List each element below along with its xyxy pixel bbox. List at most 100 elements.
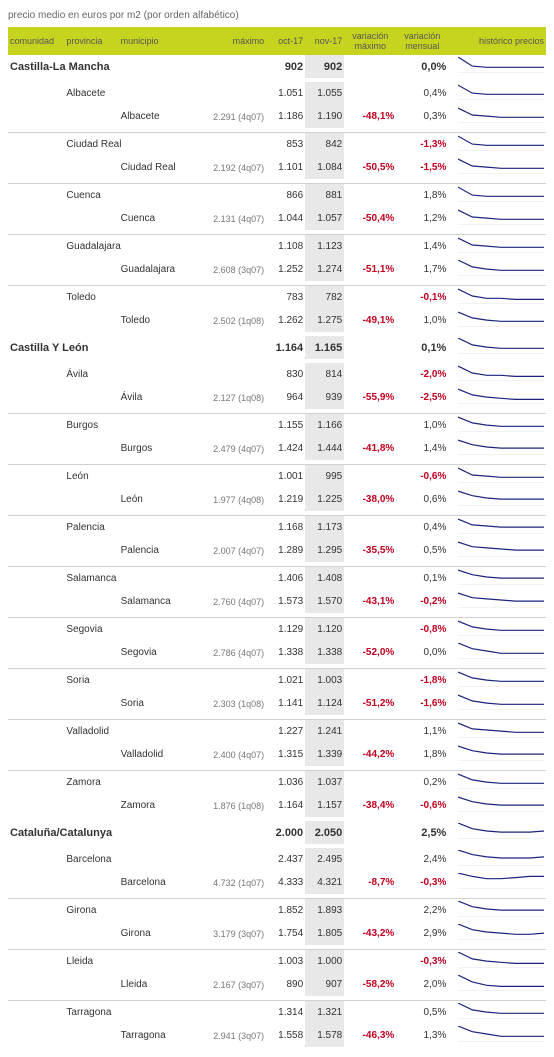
cell-vmax [344, 1001, 396, 1024]
table-row: Lleida1.0031.000-0,3% [8, 950, 546, 973]
cell-nov: 1.893 [305, 899, 344, 922]
cell-vmax [344, 465, 396, 488]
cell-max: 2.760 (4q07) [186, 590, 266, 613]
cell-vmax: -51,2% [344, 692, 396, 715]
cell-provincia: Soria [64, 669, 185, 692]
cell-vmen: 1,4% [396, 437, 448, 460]
table-row: Lleida2.167 (3q07)890907-58,2%2,0% [8, 973, 546, 996]
cell-spark [448, 794, 546, 817]
cell-vmen: 2,0% [396, 973, 448, 996]
cell-spark [448, 821, 546, 844]
cell-max [186, 669, 266, 692]
cell-max [186, 1001, 266, 1024]
th-provincia: provincia [64, 27, 118, 55]
table-row: Guadalajara1.1081.1231,4% [8, 235, 546, 258]
cell-spark [448, 590, 546, 613]
cell-nov: 881 [305, 184, 344, 207]
cell-oct: 1.141 [266, 692, 305, 715]
cell-spark [448, 309, 546, 332]
table-row: Cuenca8668811,8% [8, 184, 546, 207]
cell-nov: 1.570 [305, 590, 344, 613]
table-header: comunidad provincia municipio máximo oct… [8, 27, 546, 55]
cell-max: 2.303 (1q08) [186, 692, 266, 715]
cell-oct: 1.338 [266, 641, 305, 664]
cell-oct: 866 [266, 184, 305, 207]
cell-nov: 2.495 [305, 848, 344, 871]
cell-nov: 907 [305, 973, 344, 996]
cell-spark [448, 922, 546, 945]
cell-spark [448, 55, 546, 78]
cell-vmax: -41,8% [344, 437, 396, 460]
cell-vmax [344, 286, 396, 309]
cell-municipio: Girona [119, 922, 186, 945]
cell-nov: 939 [305, 386, 344, 409]
cell-vmen: 0,1% [396, 567, 448, 590]
cell-max [186, 465, 266, 488]
cell-max [186, 720, 266, 743]
cell-provincia: Toledo [64, 286, 185, 309]
table-row: León1.001995-0,6% [8, 465, 546, 488]
cell-oct: 1.754 [266, 922, 305, 945]
cell-spark [448, 105, 546, 128]
cell-vmax [344, 184, 396, 207]
cell-nov: 1.274 [305, 258, 344, 281]
cell-max [186, 133, 266, 156]
cell-spark [448, 618, 546, 641]
cell-vmax [344, 669, 396, 692]
th-municipio: municipio [119, 27, 186, 55]
cell-oct: 1.852 [266, 899, 305, 922]
cell-nov: 1.225 [305, 488, 344, 511]
cell-oct: 4.333 [266, 871, 305, 894]
cell-spark [448, 899, 546, 922]
th-hist: histórico precios [448, 27, 546, 55]
th-maximo: máximo [186, 27, 266, 55]
table-row: Girona3.179 (3q07)1.7541.805-43,2%2,9% [8, 922, 546, 945]
cell-municipio: Lleida [119, 973, 186, 996]
cell-vmax [344, 771, 396, 794]
table-row: Soria2.303 (1q08)1.1411.124-51,2%-1,6% [8, 692, 546, 715]
cell-vmen: -1,8% [396, 669, 448, 692]
cell-oct: 783 [266, 286, 305, 309]
th-nov: nov-17 [305, 27, 344, 55]
cell-oct: 1.289 [266, 539, 305, 562]
cell-vmax [344, 336, 396, 359]
cell-nov: 1.321 [305, 1001, 344, 1024]
cell-oct: 1.424 [266, 437, 305, 460]
cell-vmen: -2,0% [396, 363, 448, 386]
table-row: Guadalajara2.608 (3q07)1.2521.274-51,1%1… [8, 258, 546, 281]
cell-vmax [344, 363, 396, 386]
cell-nov: 1.084 [305, 156, 344, 179]
cell-spark [448, 669, 546, 692]
table-row: León1.977 (4q08)1.2191.225-38,0%0,6% [8, 488, 546, 511]
cell-spark [448, 516, 546, 539]
table-row: Cuenca2.131 (4q07)1.0441.057-50,4%1,2% [8, 207, 546, 230]
cell-vmen: 1,8% [396, 184, 448, 207]
cell-max: 3.179 (3q07) [186, 922, 266, 945]
cell-oct: 902 [266, 55, 305, 78]
cell-spark [448, 336, 546, 359]
cell-provincia: Girona [64, 899, 185, 922]
cell-oct: 1.406 [266, 567, 305, 590]
cell-vmax: -38,0% [344, 488, 396, 511]
table-row: Ciudad Real853842-1,3% [8, 133, 546, 156]
cell-provincia: Lleida [64, 950, 185, 973]
cell-max [186, 618, 266, 641]
cell-oct: 1.262 [266, 309, 305, 332]
cell-spark [448, 641, 546, 664]
cell-oct: 1.219 [266, 488, 305, 511]
cell-vmax: -50,4% [344, 207, 396, 230]
cell-max [186, 363, 266, 386]
table-row: Valladolid1.2271.2411,1% [8, 720, 546, 743]
table-row: Ciudad Real2.192 (4q07)1.1011.084-50,5%-… [8, 156, 546, 179]
cell-oct: 1.558 [266, 1024, 305, 1047]
cell-vmen: -0,2% [396, 590, 448, 613]
cell-nov: 1.408 [305, 567, 344, 590]
cell-max: 2.608 (3q07) [186, 258, 266, 281]
cell-vmen: -0,3% [396, 871, 448, 894]
cell-provincia: León [64, 465, 185, 488]
cell-provincia: Segovia [64, 618, 185, 641]
cell-municipio: Palencia [119, 539, 186, 562]
cell-provincia: Palencia [64, 516, 185, 539]
cell-vmen: 0,4% [396, 82, 448, 105]
cell-vmax [344, 133, 396, 156]
